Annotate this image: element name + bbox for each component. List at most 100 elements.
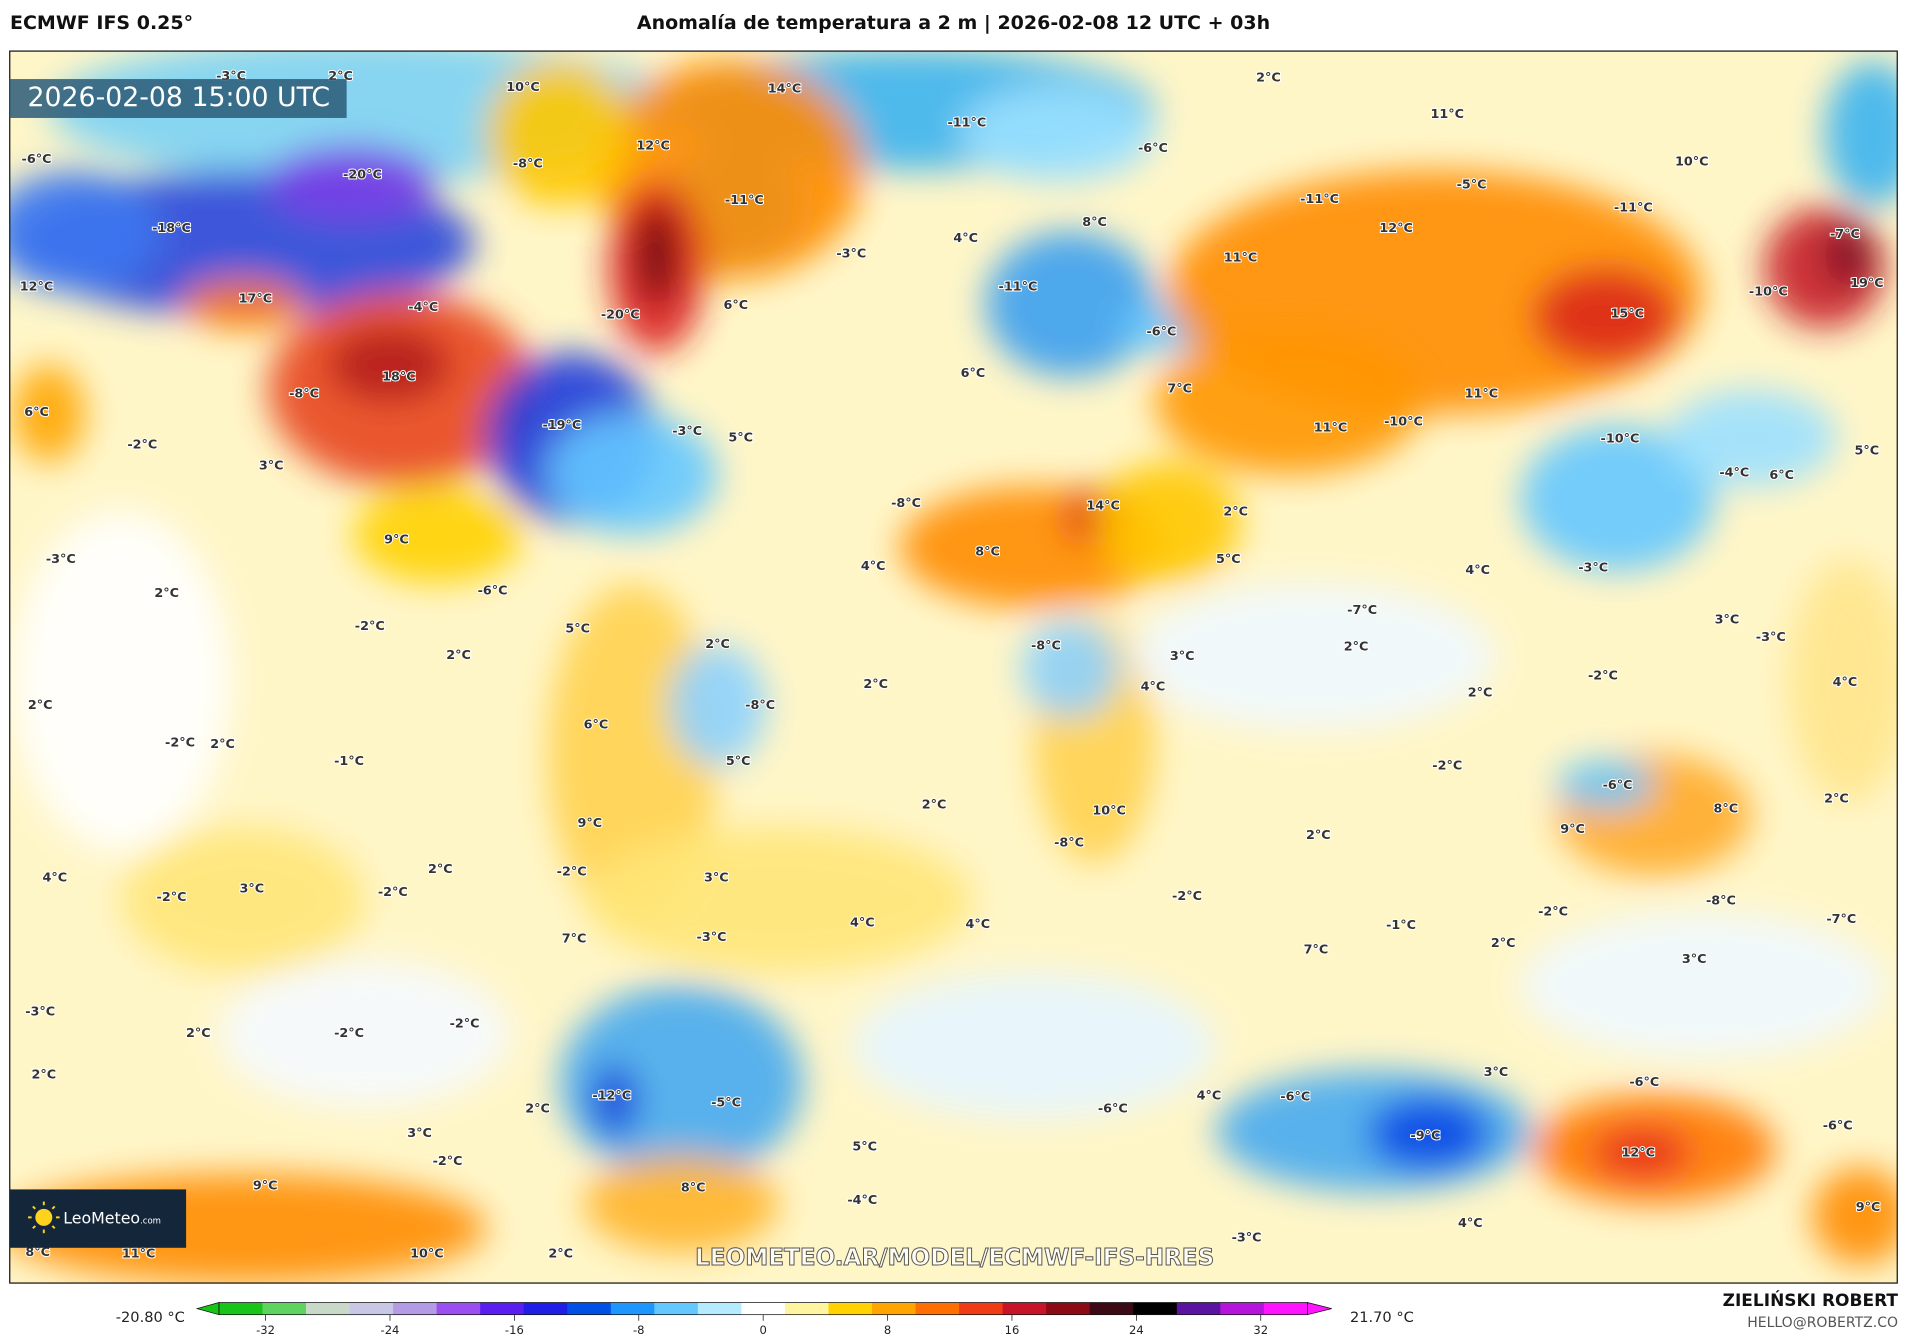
anomaly-patch [486, 60, 633, 207]
anomaly-label: 12°C [1621, 1145, 1654, 1160]
anomaly-label: -11°C [1300, 192, 1339, 207]
anomaly-label: -6°C [1098, 1102, 1128, 1117]
anomaly-label: 7°C [562, 931, 587, 946]
anomaly-label: -3°C [46, 552, 76, 567]
anomaly-label: -1°C [334, 754, 364, 769]
colorbar-swatch [480, 1302, 525, 1315]
anomaly-label: 11°C [1465, 387, 1498, 402]
model-name: ECMWF IFS 0.25° [10, 12, 194, 34]
anomaly-label: -4°C [1719, 466, 1749, 481]
colorbar-swatch [915, 1302, 960, 1315]
anomaly-patch [1787, 559, 1898, 803]
colorbar-swatch [610, 1302, 655, 1315]
anomaly-patch [328, 328, 451, 402]
anomaly-label: 8°C [1713, 801, 1738, 816]
anomaly-label: 5°C [852, 1139, 877, 1154]
anomaly-label: -2°C [378, 885, 408, 900]
colorbar-tick-label: -32 [256, 1323, 275, 1337]
anomaly-label: 5°C [1216, 552, 1241, 567]
anomaly-label: 11°C [1431, 107, 1464, 122]
anomaly-patch [1812, 1167, 1898, 1265]
anomaly-label: -3°C [1578, 560, 1608, 575]
colorbar-swatch [784, 1302, 830, 1315]
svg-text:LeoMeteo.com: LeoMeteo.com [63, 1208, 161, 1227]
colorbar-swatch [262, 1302, 307, 1315]
anomaly-label: 4°C [1197, 1088, 1222, 1103]
colorbar-tick-label: 8 [884, 1323, 891, 1337]
colorbar-tick-label: -16 [505, 1323, 524, 1337]
anomaly-label: -6°C [1147, 325, 1177, 340]
anomaly-label: 8°C [975, 545, 1000, 560]
anomaly-label: 2°C [525, 1102, 550, 1117]
anomaly-label: 5°C [565, 621, 590, 636]
anomaly-label: 2°C [548, 1246, 573, 1261]
anomaly-label: -18°C [152, 221, 191, 236]
colorbar-swatch [393, 1302, 438, 1315]
colorbar-swatch [567, 1302, 612, 1315]
anomaly-label: 12°C [636, 138, 669, 153]
anomaly-label: -2°C [1588, 669, 1618, 684]
anomaly-label: 3°C [1170, 649, 1195, 664]
anomaly-patch [1666, 389, 1837, 487]
anomaly-patch [985, 231, 1156, 378]
anomaly-label: 5°C [726, 754, 751, 769]
anomaly-label: -7°C [1347, 603, 1377, 618]
anomaly-patch [1520, 425, 1715, 572]
anomaly-label: -2°C [127, 438, 157, 453]
anomaly-label: -9°C [1410, 1128, 1440, 1143]
anomaly-label: -8°C [745, 698, 775, 713]
colorbar-swatch [436, 1302, 481, 1315]
anomaly-label: 2°C [1824, 792, 1849, 807]
anomaly-label: -6°C [1629, 1075, 1659, 1090]
anomaly-label: -20°C [601, 307, 640, 322]
anomaly-label: 3°C [1715, 613, 1740, 628]
anomaly-patch [960, 85, 1156, 183]
anomaly-label: 10°C [1675, 154, 1708, 169]
anomaly-patch [1094, 462, 1241, 584]
anomaly-label: -10°C [1601, 432, 1640, 447]
colorbar-swatch [1046, 1302, 1091, 1315]
anomaly-label: 9°C [1856, 1200, 1881, 1215]
anomaly-label: -3°C [836, 247, 866, 262]
anomaly-label: -3°C [25, 1004, 55, 1019]
anomaly-label: -6°C [1823, 1119, 1853, 1134]
anomaly-label: 14°C [1086, 498, 1119, 513]
anomaly-label: -7°C [1826, 912, 1856, 927]
anomaly-label: -4°C [408, 300, 438, 315]
anomaly-label: 2°C [32, 1068, 57, 1083]
anomaly-patch [1021, 620, 1119, 718]
author-email: HELLO@ROBERTZ.CO [1747, 1315, 1898, 1331]
anomaly-label: 6°C [724, 298, 749, 313]
anomaly-label: -2°C [334, 1026, 364, 1041]
anomaly-label: -6°C [22, 152, 52, 167]
anomaly-label: -5°C [711, 1096, 741, 1111]
anomaly-label: 2°C [446, 648, 471, 663]
colorbar-swatch [523, 1302, 568, 1315]
anomaly-label: 2°C [210, 737, 235, 752]
anomaly-label: 12°C [1379, 221, 1412, 236]
anomaly-label: 11°C [1314, 421, 1347, 436]
colorbar-max-label: 21.70 °C [1350, 1309, 1414, 1326]
colorbar-tick-label: 16 [1005, 1323, 1020, 1337]
anomaly-label: -11°C [999, 280, 1038, 295]
anomaly-label: 10°C [506, 80, 539, 95]
anomaly-label: 4°C [861, 559, 886, 574]
sun-icon [35, 1208, 53, 1226]
colorbar-swatch [1133, 1302, 1178, 1315]
anomaly-label: -2°C [433, 1154, 463, 1169]
anomaly-label: -8°C [1031, 638, 1061, 653]
valid-time-text: 2026-02-08 15:00 UTC [28, 82, 331, 113]
anomaly-patch [1368, 1096, 1490, 1170]
anomaly-patch [1131, 583, 1496, 730]
anomaly-label: -6°C [478, 584, 508, 599]
anomaly-label: 11°C [1224, 250, 1257, 265]
anomaly-patch [583, 1155, 779, 1253]
anomaly-label: -2°C [355, 619, 385, 634]
anomaly-label: 14°C [768, 81, 801, 96]
anomaly-label: 2°C [1468, 686, 1493, 701]
colorbar-max-arrow [1307, 1302, 1332, 1316]
anomaly-label: 6°C [961, 366, 986, 381]
colorbar-swatch [1220, 1302, 1265, 1315]
anomaly-label: -2°C [1538, 905, 1568, 920]
colorbar-tick-label: -8 [633, 1323, 645, 1337]
